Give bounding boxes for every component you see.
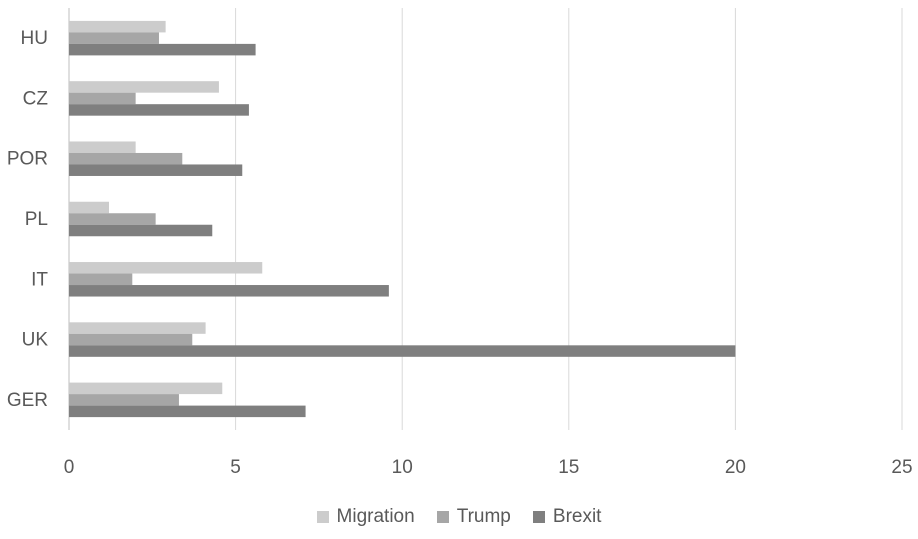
- bar-trump-ger: [69, 394, 179, 406]
- bar-migration-hu: [69, 20, 166, 33]
- bar-brexit-it: [69, 285, 389, 297]
- x-tick-label-25: 25: [891, 457, 912, 478]
- bar-brexit-por: [69, 164, 243, 176]
- y-tick-label-cz: CZ: [23, 88, 49, 109]
- bar-trump-cz: [69, 92, 136, 105]
- x-tick-label-20: 20: [725, 457, 746, 478]
- bar-migration-ger: [69, 382, 223, 395]
- legend-item-brexit: Brexit: [532, 506, 602, 528]
- legend-label-trump: Trump: [456, 506, 511, 527]
- bar-trump-por: [69, 152, 183, 165]
- y-tick-label-uk: UK: [22, 330, 49, 351]
- bar-brexit-hu: [69, 43, 256, 56]
- bar-migration-cz: [69, 81, 219, 93]
- x-tick-label-10: 10: [392, 457, 413, 478]
- bar-trump-pl: [69, 213, 156, 225]
- bar-migration-por: [69, 141, 136, 153]
- bar-migration-pl: [69, 201, 109, 214]
- legend-swatch-trump: [436, 511, 449, 523]
- legend-item-trump: Trump: [436, 506, 511, 528]
- x-tick-label-15: 15: [558, 457, 579, 478]
- bar-brexit-pl: [69, 224, 213, 237]
- y-tick-label-it: IT: [31, 269, 48, 290]
- legend-label-migration: Migration: [336, 506, 415, 527]
- x-tick-label-0: 0: [64, 457, 75, 478]
- bar-brexit-cz: [69, 104, 249, 116]
- legend-label-brexit: Brexit: [552, 506, 602, 527]
- bar-trump-uk: [69, 333, 193, 346]
- y-tick-label-por: POR: [7, 149, 48, 170]
- y-tick-label-pl: PL: [25, 209, 48, 230]
- bar-migration-it: [69, 262, 263, 274]
- legend-swatch-migration: [316, 511, 329, 523]
- bar-migration-uk: [69, 322, 206, 334]
- bar-trump-hu: [69, 32, 159, 44]
- bar-trump-it: [69, 273, 133, 286]
- bar-brexit-ger: [69, 405, 306, 418]
- y-tick-label-hu: HU: [21, 28, 48, 49]
- legend-swatch-brexit: [532, 511, 545, 523]
- legend: Migration Trump Brexit: [0, 506, 918, 528]
- y-tick-label-ger: GER: [7, 390, 48, 411]
- x-tick-label-5: 5: [230, 457, 241, 478]
- legend-item-migration: Migration: [316, 506, 415, 528]
- bar-brexit-uk: [69, 345, 736, 357]
